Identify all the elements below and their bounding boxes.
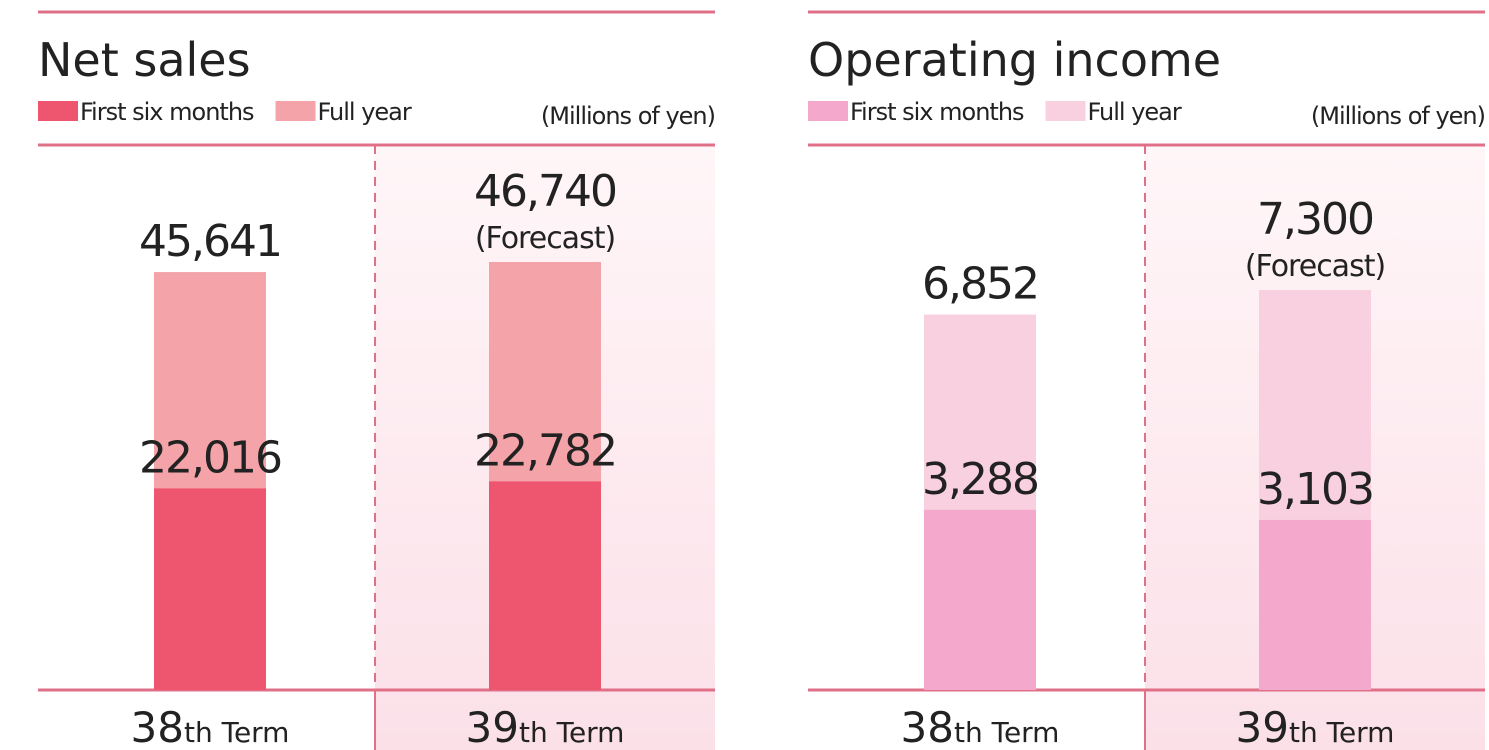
value-label: 22,016 bbox=[139, 432, 281, 483]
annotation: (Forecast) bbox=[1245, 249, 1385, 284]
bar bbox=[924, 509, 1036, 690]
chart-title: Operating income bbox=[808, 33, 1221, 87]
legend-label: First six months bbox=[850, 98, 1024, 126]
unit-label: (Millions of yen) bbox=[541, 102, 715, 130]
value-label: 3,288 bbox=[922, 454, 1038, 505]
bar bbox=[489, 481, 601, 690]
legend-label: Full year bbox=[1088, 98, 1182, 126]
chart-title: Net sales bbox=[38, 33, 251, 87]
legend-swatch bbox=[808, 101, 848, 121]
legend-label: First six months bbox=[80, 98, 254, 126]
x-tick-label: 39th Term bbox=[1236, 703, 1395, 750]
legend-swatch bbox=[1045, 101, 1086, 121]
x-tick-label: 38th Term bbox=[131, 703, 290, 750]
value-label: 3,103 bbox=[1257, 464, 1373, 515]
value-label: 6,852 bbox=[922, 259, 1038, 310]
x-tick-label: 38th Term bbox=[901, 703, 1060, 750]
legend-swatch bbox=[38, 101, 78, 121]
value-label: 46,740 bbox=[474, 166, 616, 217]
unit-label: (Millions of yen) bbox=[1311, 102, 1485, 130]
legend-label: Full year bbox=[318, 98, 412, 126]
x-tick-label: 39th Term bbox=[466, 703, 625, 750]
legend-swatch bbox=[275, 101, 316, 121]
value-label: 22,782 bbox=[474, 425, 616, 476]
value-label: 45,641 bbox=[139, 216, 281, 267]
annotation: (Forecast) bbox=[475, 221, 615, 256]
bar bbox=[154, 488, 266, 690]
bar bbox=[1259, 519, 1371, 690]
value-label: 7,300 bbox=[1257, 194, 1373, 245]
